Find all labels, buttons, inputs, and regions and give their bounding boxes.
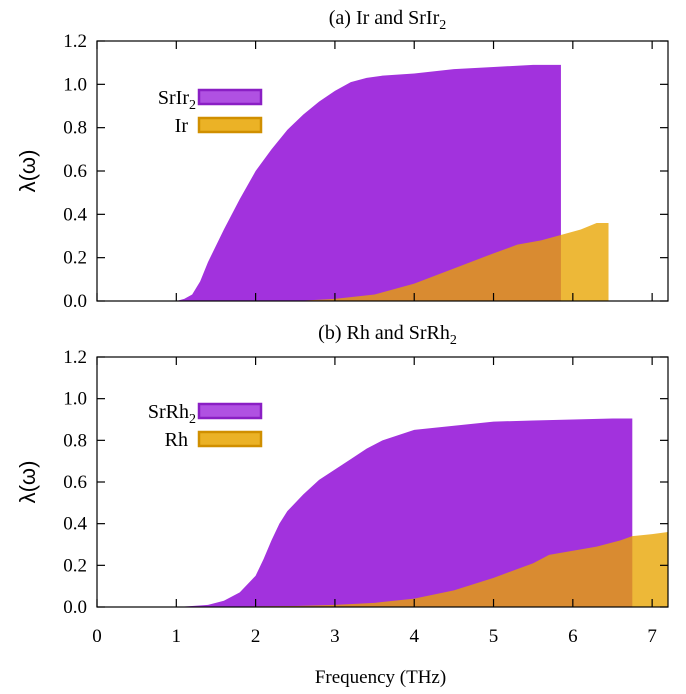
y-axis-label: λ(ω) xyxy=(15,461,40,504)
y-tick-label: 0.4 xyxy=(63,514,87,535)
legend-label-srir: SrIr2 xyxy=(158,87,196,113)
title-subscript: 2 xyxy=(450,333,457,348)
legend-swatch-rh xyxy=(197,430,263,448)
legend-name: SrRh xyxy=(148,401,189,423)
legend-swatch-srrh xyxy=(197,402,263,420)
x-tick-label: 2 xyxy=(251,626,261,647)
y-tick-label: 0.2 xyxy=(63,248,87,269)
chart-panel-1: 0 1 2 3 4 5 6 7 0.0 0.2 0.4 0.6 0.8 1.0 1.2 (b) Rh and … xyxy=(15,322,669,688)
legend-subscript: 2 xyxy=(189,412,196,427)
y-tick-label: 1.0 xyxy=(63,389,87,410)
y-tick-label: 0.6 xyxy=(63,472,87,493)
x-tick-label: 7 xyxy=(647,626,657,647)
y-tick-label: 0.4 xyxy=(63,204,87,225)
series-area-srrh xyxy=(97,418,633,607)
y-tick-label: 0.8 xyxy=(63,430,87,451)
x-tick-label: 1 xyxy=(172,626,182,647)
legend-swatch-ir xyxy=(197,116,263,134)
y-tick-label: 0.6 xyxy=(63,161,87,182)
x-axis-label: Frequency (THz) xyxy=(315,667,446,688)
chart-panel-0: 0.00.20.40.60.81.01.2(a) Ir and SrIr2λ(ω… xyxy=(15,7,669,312)
x-tick-label: 5 xyxy=(489,626,499,647)
legend-label-ir: Ir xyxy=(175,115,189,137)
y-tick-label: 0.0 xyxy=(63,291,87,312)
title-main: (b) Rh and SrRh xyxy=(318,322,450,344)
y-tick-label: 1.0 xyxy=(63,74,87,95)
y-tick-label: 0.8 xyxy=(63,118,87,139)
x-tick-label: 6 xyxy=(568,626,578,647)
panel-title: (b) Rh and SrRh2 xyxy=(318,322,457,348)
x-tick-label: 0 xyxy=(92,626,102,647)
y-tick-label: 0.2 xyxy=(63,555,87,576)
legend-label-srrh: SrRh2 xyxy=(148,401,196,427)
legend-subscript: 2 xyxy=(189,98,196,113)
y-tick-label: 0.0 xyxy=(63,597,87,618)
x-tick-label: 4 xyxy=(409,626,419,647)
x-tick-label: 3 xyxy=(330,626,340,647)
y-axis-label: λ(ω) xyxy=(15,150,40,193)
legend-name: SrIr xyxy=(158,87,189,109)
panel-title: (a) Ir and SrIr2 xyxy=(329,7,447,33)
legend-name: Rh xyxy=(165,429,188,451)
series-area-srir xyxy=(97,64,561,301)
legend-label-rh: Rh xyxy=(165,429,188,451)
legend-swatch-srir xyxy=(197,88,263,106)
series-area-rh xyxy=(97,532,668,607)
legend-name: Ir xyxy=(175,115,189,137)
title-main: (a) Ir and SrIr xyxy=(329,7,440,29)
y-tick-label: 1.2 xyxy=(63,31,87,52)
y-tick-label: 1.2 xyxy=(63,347,87,368)
title-subscript: 2 xyxy=(439,18,446,33)
series-area-ir xyxy=(97,223,609,301)
